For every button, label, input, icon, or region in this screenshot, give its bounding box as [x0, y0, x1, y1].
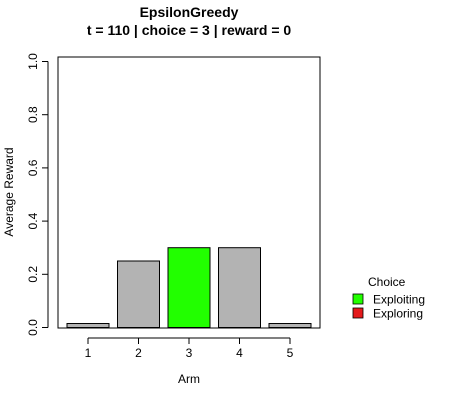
y-axis-label: Average Reward	[2, 147, 16, 236]
x-tick-label: 4	[236, 346, 243, 360]
legend-title: Choice	[368, 275, 406, 289]
legend-swatch-exploiting	[352, 293, 364, 305]
x-axis-label: Arm	[178, 372, 200, 386]
chart-subtitle: t = 110 | choice = 3 | reward = 0	[87, 22, 292, 38]
y-axis: 0.0 0.2 0.4 0.6 0.8 1.0	[26, 53, 49, 336]
x-tick-label: 3	[186, 346, 193, 360]
y-tick-label: 0.6	[26, 159, 40, 176]
x-tick-label: 1	[85, 346, 92, 360]
y-tick-label: 0.8	[26, 106, 40, 123]
bar-arm-5	[268, 323, 312, 329]
bar-arm-4	[218, 247, 261, 328]
x-tick-label: 5	[287, 346, 294, 360]
y-tick-label: 0.4	[26, 212, 40, 229]
bar-arm-2	[117, 260, 160, 328]
x-axis: 1 2 3 4 5	[85, 337, 294, 360]
x-tick-label: 2	[135, 346, 142, 360]
bars-group	[66, 247, 312, 329]
y-tick-label: 0.0	[26, 319, 40, 336]
legend-swatch-exploring	[352, 307, 364, 319]
bar-arm-1	[66, 323, 110, 329]
legend-label-exploring: Exploring	[373, 307, 423, 321]
bar-arm-3	[167, 247, 211, 328]
y-tick-label: 0.2	[26, 266, 40, 283]
chart-title: EpsilonGreedy	[140, 4, 239, 20]
legend-label-exploiting: Exploiting	[373, 293, 425, 307]
y-tick-label: 1.0	[26, 53, 40, 70]
